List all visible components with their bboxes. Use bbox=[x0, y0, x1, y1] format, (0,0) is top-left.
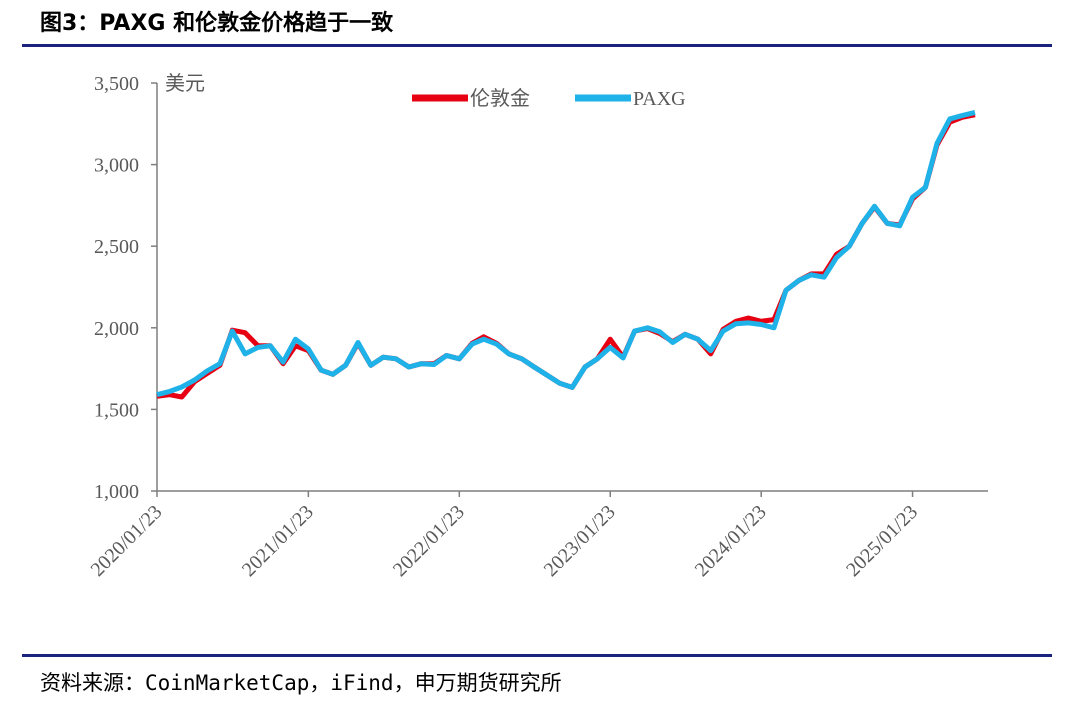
y-axis-unit: 美元 bbox=[165, 72, 205, 95]
x-tick-label: 2020/01/23 bbox=[87, 501, 167, 581]
y-tick-label: 2,000 bbox=[94, 318, 139, 340]
y-tick-label: 1,500 bbox=[94, 399, 139, 421]
x-tick-label: 2022/01/23 bbox=[389, 501, 469, 581]
series-line bbox=[156, 109, 976, 398]
x-tick-label: 2025/01/23 bbox=[842, 501, 922, 581]
source-rule bbox=[22, 654, 1052, 657]
x-tick-label: 2023/01/23 bbox=[540, 501, 620, 581]
x-tick-label: 2024/01/23 bbox=[691, 501, 771, 581]
y-tick-label: 3,000 bbox=[94, 155, 139, 177]
y-tick-label: 3,500 bbox=[94, 73, 139, 95]
y-tick-label: 2,500 bbox=[94, 236, 139, 258]
y-tick-label: 1,000 bbox=[94, 481, 139, 503]
legend-label: PAXG bbox=[633, 88, 686, 110]
chart-title: 图3：PAXG 和伦敦金价格趋于一致 bbox=[40, 10, 394, 36]
x-tick-label: 2021/01/23 bbox=[238, 501, 318, 581]
legend-label: 伦敦金 bbox=[470, 87, 530, 110]
title-rule bbox=[22, 44, 1052, 47]
source-note: 资料来源：CoinMarketCap，iFind，申万期货研究所 bbox=[40, 671, 562, 695]
